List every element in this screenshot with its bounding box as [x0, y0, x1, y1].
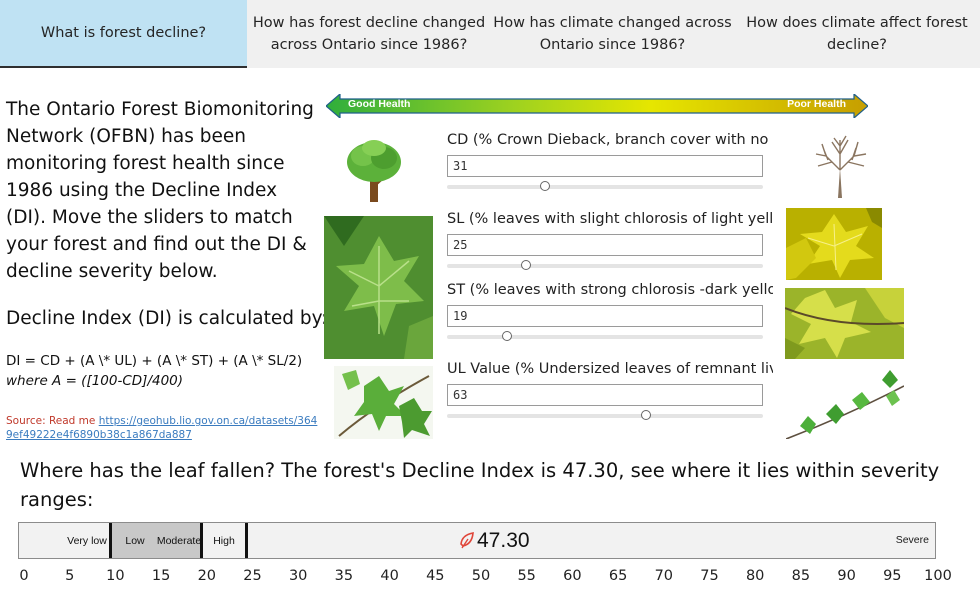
axis-tick-label: 55 — [517, 568, 536, 584]
di-marker-value: 47.30 — [477, 529, 530, 552]
intro-text: The Ontario Forest Biomonitoring Network… — [6, 99, 314, 282]
slight-chlorosis-leaves-photo — [786, 208, 882, 280]
axis-tick-label: 35 — [334, 568, 354, 584]
axis-tick-label: 30 — [288, 568, 308, 584]
ul-control: UL Value (% Undersized leaves of remnant… — [447, 359, 773, 420]
axis-tick-label: 75 — [700, 568, 719, 584]
st-slider-track[interactable] — [447, 331, 763, 341]
sl-slider-thumb[interactable] — [521, 260, 531, 270]
ul-slider-thumb[interactable] — [641, 410, 652, 420]
severity-very-low: Very low — [65, 523, 109, 558]
tab-what-is-forest-decline[interactable]: What is forest decline? — [0, 0, 247, 68]
axis-tick-label: 50 — [471, 568, 491, 584]
healthy-leaves-photo — [324, 216, 433, 359]
severity-severe: Severe — [895, 534, 929, 546]
ul-label: UL Value (% Undersized leaves of remnant… — [447, 361, 773, 377]
undersized-leaves-photo — [786, 366, 904, 439]
st-control: ST (% leaves with strong chlorosis -dark… — [447, 280, 773, 341]
severity-divider — [200, 523, 203, 558]
axis-tick-label: 60 — [563, 568, 582, 584]
source-note: Source: Read me https://geohub.lio.gov.o… — [6, 414, 324, 442]
tab-label: How does climate affect forest decline? — [746, 15, 968, 53]
axis-tick-label: 25 — [243, 568, 262, 584]
tab-label: What is forest decline? — [40, 25, 207, 41]
tab-bar: What is forest decline? How has forest d… — [0, 0, 980, 68]
axis-tick-label: 15 — [151, 568, 171, 584]
sl-slider-track[interactable] — [447, 260, 763, 270]
strong-chlorosis-leaves-photo — [785, 288, 904, 359]
severity-axis: 0 5 10 15 20 25 30 35 40 45 50 55 60 65 70 75 80 85 90 95 10… — [18, 568, 958, 588]
leaf-marker-icon — [460, 532, 474, 549]
axis-tick-label: 85 — [791, 568, 811, 584]
tab-decline-change[interactable]: How has forest decline changed across On… — [247, 0, 491, 68]
poor-health-label: Poor Health — [787, 98, 846, 110]
ul-slider-track[interactable] — [447, 410, 763, 420]
axis-tick-label: 10 — [106, 568, 125, 584]
axis-tick-label: 70 — [654, 568, 674, 584]
severity-moderate: Moderate — [157, 523, 201, 558]
formula-text: DI = CD + (A \* UL) + (A \* ST) + (A \* … — [6, 353, 303, 369]
severity-low: Low — [112, 523, 158, 558]
axis-tick-label: 45 — [426, 568, 445, 584]
severity-high: High — [203, 523, 245, 558]
cd-control: CD (% Crown Dieback, branch cover with n… — [447, 130, 773, 191]
tab-label: How has forest decline changed across On… — [252, 15, 486, 53]
cd-label: CD (% Crown Dieback, branch cover with n… — [447, 132, 773, 148]
result-question: Where has the leaf fallen? The forest's … — [20, 459, 940, 511]
formula-block: DI = CD + (A \* UL) + (A \* ST) + (A \* … — [6, 351, 302, 391]
dead-tree-icon — [815, 135, 867, 198]
axis-tick-label: 20 — [197, 568, 217, 584]
cd-slider-track[interactable] — [447, 181, 763, 191]
axis-tick-label: 100 — [924, 568, 952, 584]
formula-where: where A = ([100-CD]/400) — [6, 373, 184, 389]
source-label: Source: Read me — [6, 415, 96, 427]
ul-input[interactable] — [447, 384, 763, 406]
source-link[interactable]: https://geohub.lio.gov.on.ca/datasets/36… — [6, 415, 318, 441]
tab-climate-change[interactable]: How has climate changed across Ontario s… — [491, 0, 734, 68]
formula-title: Decline Index (DI) is calculated by: — [6, 308, 328, 329]
st-input[interactable] — [447, 305, 763, 327]
cd-slider-thumb[interactable] — [539, 181, 550, 191]
healthy-tree-icon — [347, 140, 401, 202]
sl-input[interactable] — [447, 234, 763, 256]
severity-divider — [109, 523, 112, 558]
sl-label: SL (% leaves with slight chlorosis of li… — [447, 211, 773, 227]
st-label: ST (% leaves with strong chlorosis -dark… — [447, 282, 773, 298]
axis-tick-label: 80 — [745, 568, 765, 584]
di-marker: 47.30 — [459, 529, 530, 553]
axis-tick-label: 0 — [19, 568, 29, 584]
tab-label: How has climate changed across Ontario s… — [493, 15, 732, 53]
sl-control: SL (% leaves with slight chlorosis of li… — [447, 209, 773, 270]
sparse-leaves-photo — [334, 366, 433, 439]
good-health-label: Good Health — [348, 98, 411, 110]
tab-climate-affect-decline[interactable]: How does climate affect forest decline? — [734, 0, 980, 68]
axis-tick-label: 65 — [608, 568, 628, 584]
axis-tick-label: 95 — [883, 568, 902, 584]
cd-input[interactable] — [447, 155, 763, 177]
axis-tick-label: 90 — [837, 568, 856, 584]
severity-divider — [245, 523, 248, 558]
axis-tick-label: 40 — [380, 568, 399, 584]
health-gradient-arrow: Good Health Poor Health — [325, 92, 869, 120]
st-slider-thumb[interactable] — [502, 331, 513, 341]
severity-scale: Very low Low Moderate High 47.30 Severe — [18, 522, 936, 559]
axis-tick-label: 5 — [65, 568, 75, 584]
